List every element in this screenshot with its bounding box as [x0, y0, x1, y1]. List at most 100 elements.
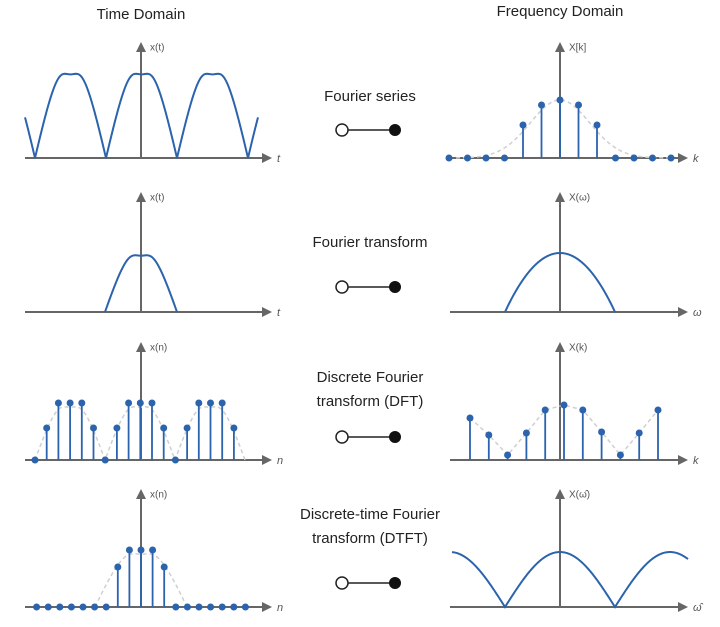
- sample-dot: [230, 424, 238, 432]
- freq-curve: [451, 550, 689, 609]
- sample-dot: [541, 406, 549, 414]
- x-arrow: [262, 602, 272, 612]
- sample-dot: [183, 424, 191, 432]
- sample-dot: [183, 603, 191, 611]
- time-x-label: n: [277, 602, 283, 614]
- sample-dot: [195, 399, 203, 407]
- filled-end: [389, 281, 401, 293]
- freq-x-label: ω: [693, 307, 702, 319]
- freq-x-label: k: [693, 153, 699, 165]
- sample-dot: [501, 154, 508, 162]
- sample-dot: [482, 154, 490, 162]
- filled-end: [389, 577, 401, 589]
- sample-dot: [56, 603, 64, 611]
- freq-y-label: X(ω): [569, 193, 590, 204]
- sample-dot: [504, 451, 512, 459]
- time-y-label: x(t): [150, 193, 164, 204]
- sample-dot: [31, 456, 39, 464]
- sample-dot: [78, 399, 86, 407]
- sample-dot: [171, 456, 179, 464]
- open-end: [335, 430, 349, 444]
- sample-dot: [445, 154, 453, 162]
- envelope: [469, 404, 659, 457]
- open-end: [335, 576, 349, 590]
- sample-dot: [101, 456, 109, 464]
- y-arrow: [136, 192, 146, 202]
- y-arrow: [555, 42, 565, 52]
- transform-label: Fourier series: [324, 88, 416, 105]
- time-y-label: x(n): [150, 343, 167, 354]
- sample-dot: [136, 399, 144, 407]
- transform-label: Fourier transform: [312, 234, 427, 251]
- sample-dot: [593, 121, 601, 129]
- sample-dot: [560, 401, 568, 409]
- transform-label: Discrete Fourier: [317, 369, 424, 386]
- sample-dot: [616, 451, 624, 459]
- sample-dot: [241, 603, 249, 611]
- sample-dot: [90, 424, 97, 432]
- sample-dot: [66, 399, 74, 407]
- x-arrow: [262, 153, 272, 163]
- time-x-label: t: [277, 153, 281, 165]
- time-y-label: x(n): [150, 490, 167, 501]
- transform-label: transform (DFT): [317, 393, 424, 410]
- sample-dot: [522, 429, 530, 437]
- sample-dot: [113, 424, 121, 432]
- sample-dot: [556, 96, 564, 104]
- y-arrow: [555, 489, 565, 499]
- sample-dot: [195, 603, 203, 611]
- sample-dot: [630, 154, 638, 162]
- sample-dot: [79, 603, 87, 611]
- sample-dot: [67, 603, 75, 611]
- sample-dot: [466, 414, 474, 422]
- sample-dot: [598, 428, 606, 436]
- sample-dot: [230, 603, 238, 611]
- sample-dot: [579, 406, 587, 414]
- time-x-label: t: [277, 307, 281, 319]
- sample-dot: [667, 154, 675, 162]
- sample-dot: [43, 424, 51, 432]
- y-arrow: [136, 342, 146, 352]
- freq-y-label: X(ω̂): [569, 489, 590, 501]
- open-end: [335, 280, 349, 294]
- freq-y-label: X[k]: [569, 43, 586, 54]
- y-arrow: [136, 42, 146, 52]
- y-arrow: [555, 342, 565, 352]
- sample-dot: [91, 603, 99, 611]
- time-curve: [104, 254, 178, 313]
- transform-label: Discrete-time Fourier: [300, 506, 440, 523]
- sample-dot: [54, 399, 62, 407]
- sample-dot: [538, 101, 545, 109]
- transform-label: transform (DTFT): [312, 530, 428, 547]
- sample-dot: [44, 603, 52, 611]
- sample-dot: [218, 399, 226, 407]
- y-arrow: [136, 489, 146, 499]
- open-end: [335, 123, 349, 137]
- freq-curve: [504, 251, 616, 313]
- sample-dot: [148, 399, 156, 407]
- x-arrow: [678, 455, 688, 465]
- x-arrow: [262, 455, 272, 465]
- time-curve: [24, 72, 259, 159]
- sample-dot: [464, 154, 471, 162]
- sample-dot: [207, 603, 215, 611]
- sample-dot: [485, 431, 493, 439]
- sample-dot: [575, 101, 582, 109]
- sample-dot: [649, 154, 656, 162]
- freq-x-label: k: [693, 455, 699, 467]
- sample-dot: [125, 546, 133, 554]
- sample-dot: [149, 546, 157, 554]
- filled-end: [389, 431, 401, 443]
- sample-dot: [33, 603, 41, 611]
- envelope: [455, 99, 673, 159]
- y-arrow: [555, 192, 565, 202]
- sample-dot: [114, 563, 122, 571]
- freq-y-label: X(k): [569, 343, 587, 354]
- sample-dot: [218, 603, 226, 611]
- sample-dot: [125, 399, 133, 407]
- sample-dot: [137, 546, 145, 554]
- x-arrow: [262, 307, 272, 317]
- sample-dot: [519, 121, 527, 129]
